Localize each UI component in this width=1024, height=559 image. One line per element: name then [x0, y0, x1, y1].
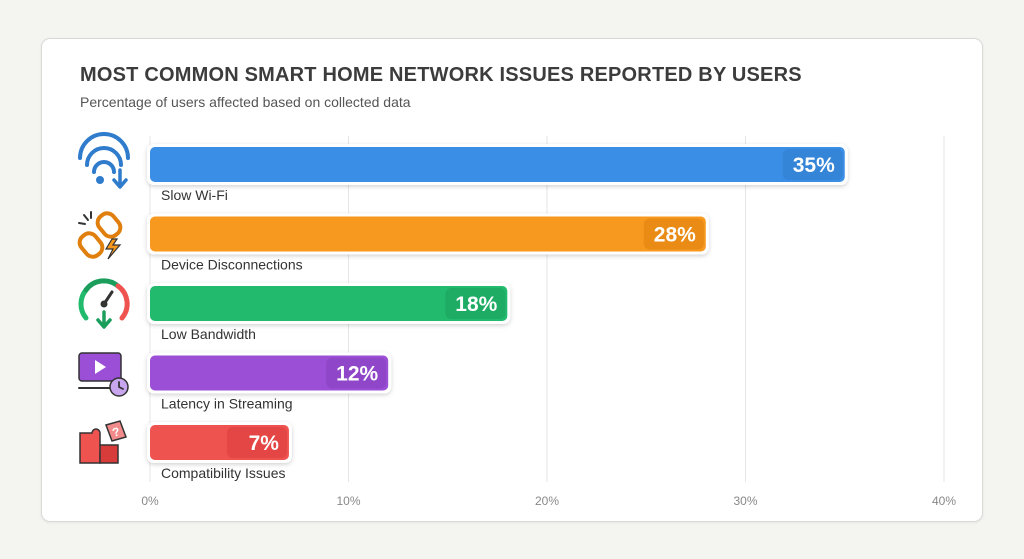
value-label-bg: [445, 288, 506, 319]
broken-link-icon: [77, 211, 123, 260]
value-label-bg: [226, 427, 287, 458]
value-label-bg: [326, 357, 387, 389]
bar: [150, 216, 706, 252]
bar-group: 35% Slow Wi-Fi: [147, 144, 848, 203]
x-tick-label: 40%: [932, 494, 956, 508]
speedometer-icon: [78, 278, 130, 329]
value-label: 28%: [654, 224, 696, 247]
wifi-download-icon: [78, 132, 130, 189]
bar: [150, 147, 845, 182]
category-label: Low Bandwidth: [161, 326, 256, 342]
value-label: 18%: [455, 293, 497, 316]
bar-group: 18% Low Bandwidth: [147, 283, 511, 342]
bar-group: 28% Device Disconnections: [147, 213, 709, 273]
bar-group: 12% Latency in Streaming: [147, 352, 392, 412]
x-tick-label: 20%: [535, 494, 559, 508]
bar: [150, 286, 508, 321]
x-tick-label: 30%: [733, 494, 757, 508]
bar-group: 7% Compatibility Issues: [147, 422, 292, 481]
value-label-bg: [643, 218, 704, 250]
category-label: Device Disconnections: [161, 257, 303, 273]
category-label: Slow Wi-Fi: [161, 187, 228, 203]
video-latency-icon: [78, 352, 129, 397]
x-tick-label: 10%: [336, 494, 360, 508]
chart-title: MOST COMMON SMART HOME NETWORK ISSUES RE…: [80, 64, 802, 86]
chart-subtitle: Percentage of users affected based on co…: [80, 94, 411, 110]
value-label-bg: [782, 149, 843, 180]
category-label: Compatibility Issues: [161, 465, 286, 481]
value-label: 7%: [249, 432, 280, 455]
x-tick-label: 0%: [141, 494, 159, 508]
value-label: 35%: [793, 154, 835, 177]
puzzle-question-icon: ?: [79, 420, 127, 464]
value-label: 12%: [336, 363, 378, 386]
svg-text:?: ?: [111, 424, 122, 439]
category-label: Latency in Streaming: [161, 396, 293, 412]
